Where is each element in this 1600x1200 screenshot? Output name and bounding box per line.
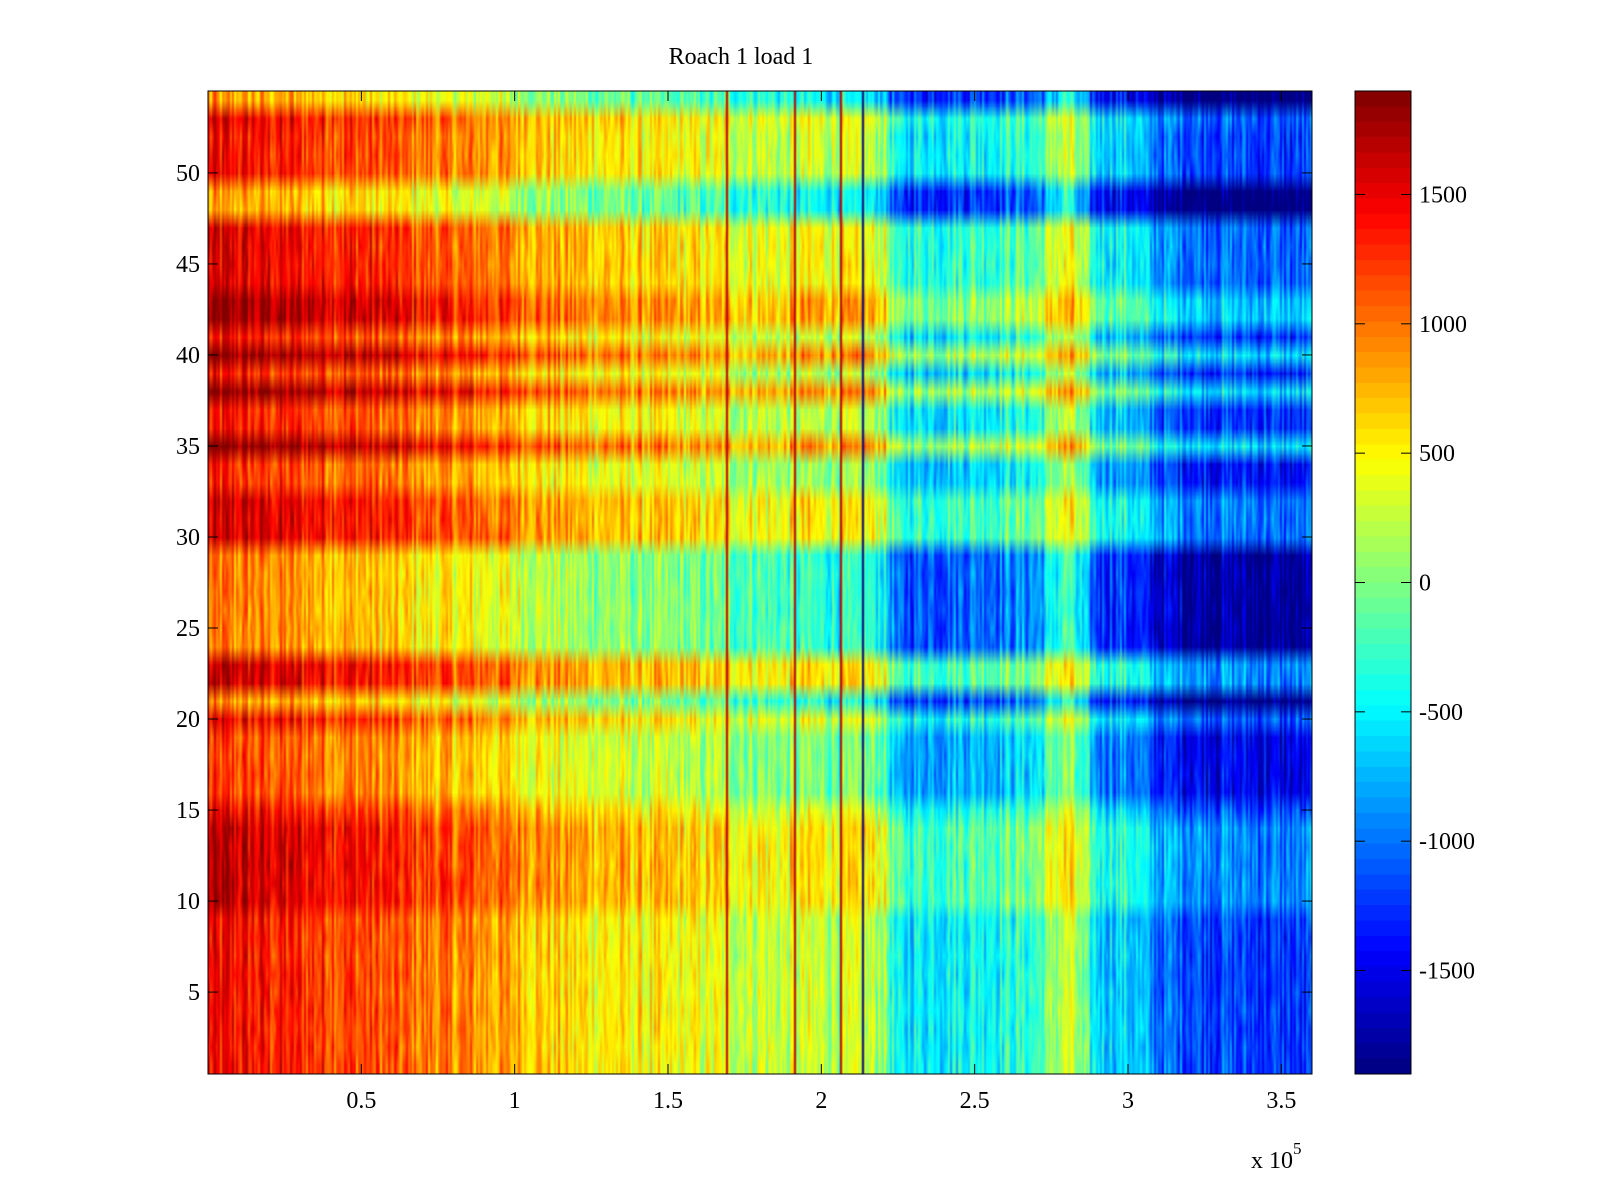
- colorbar-tick-label: 1000: [1419, 312, 1467, 338]
- x-axis-multiplier-base: x 10: [1251, 1148, 1293, 1174]
- colorbar: 1500 1000 500 0 -500 -1000 -1500: [1354, 90, 1475, 1075]
- y-tick-label: 40: [176, 343, 200, 369]
- x-tick-label: 3.5: [1266, 1088, 1296, 1114]
- y-tick-label: 50: [176, 161, 200, 187]
- y-tick-label: 20: [176, 707, 200, 733]
- colorbar-tick-label: -500: [1419, 700, 1463, 726]
- colorbar-tick-label: 0: [1419, 571, 1431, 597]
- x-tick-label: 0.5: [346, 1088, 376, 1114]
- colorbar-tick-label: -1500: [1419, 959, 1475, 985]
- y-tick-label: 45: [176, 252, 200, 278]
- x-axis-multiplier-exponent: 5: [1293, 1139, 1302, 1158]
- y-tick-label: 30: [176, 525, 200, 551]
- colorbar-tick-label: 1500: [1419, 182, 1467, 208]
- y-tick-label: 5: [188, 980, 200, 1006]
- colorbar-tick-label: -1000: [1419, 829, 1475, 855]
- x-tick-label: 2: [815, 1088, 827, 1114]
- x-tick-label: 2.5: [960, 1088, 990, 1114]
- y-tick-label: 10: [176, 889, 200, 915]
- colorbar-tick-label: 500: [1419, 441, 1455, 467]
- x-tick-label: 3: [1122, 1088, 1134, 1114]
- heatmap-cells: [208, 91, 1312, 1074]
- chart-title: Roach 1 load 1: [669, 44, 814, 70]
- x-tick-label: 1.5: [653, 1088, 683, 1114]
- y-tick-label: 15: [176, 798, 200, 824]
- x-tick-label: 1: [509, 1088, 521, 1114]
- plot-frame: [207, 90, 1313, 1075]
- x-axis: 0.5 1 1.5 2 2.5 3 3.5: [346, 91, 1296, 1114]
- y-axis: 5 10 15 20 25 30 35 40 45 50: [176, 161, 1312, 1006]
- y-tick-label: 35: [176, 434, 200, 460]
- heatmap-image: [208, 91, 1312, 1074]
- colorbar-ticks: 1500 1000 500 0 -500 -1000 -1500: [1355, 182, 1475, 985]
- x-axis-multiplier: x 105: [1251, 1139, 1302, 1174]
- y-tick-label: 25: [176, 616, 200, 642]
